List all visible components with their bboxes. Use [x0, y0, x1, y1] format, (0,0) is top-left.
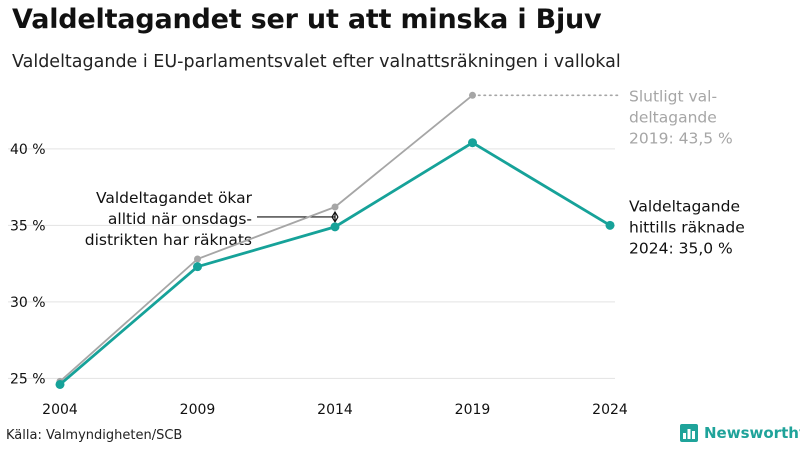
y-tick-label: 40 % [10, 142, 46, 158]
y-tick-label: 35 % [10, 218, 46, 234]
series-line-preliminary [59, 141, 611, 386]
y-tick-label: 30 % [10, 295, 46, 311]
annotation-text: Valdeltagandet ökar [96, 189, 253, 207]
final-series-label: 2019: 43,5 % [629, 129, 733, 147]
data-point-final [194, 255, 201, 263]
annotation-arrow-down [331, 216, 339, 224]
source-note: Källa: Valmyndigheten/SCB [6, 428, 183, 443]
series-line-final [59, 94, 474, 383]
x-tick-label: 2024 [592, 402, 628, 418]
final-series-label: deltagande [629, 108, 717, 126]
brand-logo: Newsworthy [680, 424, 800, 442]
annotation-text: alltid när onsdags- [108, 210, 252, 228]
brand-name: Newsworthy [704, 424, 800, 442]
x-tick-label: 2004 [42, 402, 78, 418]
data-point-preliminary [468, 138, 477, 148]
annotation-arrow-up [331, 210, 339, 218]
annotation-text: distrikten har räknats [85, 231, 252, 249]
chart-subtitle: Valdeltagande i EU-parlamentsvalet efter… [12, 52, 621, 72]
data-point-preliminary [55, 379, 65, 389]
data-point-preliminary [330, 222, 340, 232]
data-point-preliminary [193, 262, 202, 272]
data-point-final [469, 91, 476, 99]
x-tick-label: 2014 [317, 402, 353, 418]
data-point-final [331, 203, 339, 211]
x-tick-label: 2009 [180, 402, 216, 418]
y-tick-label: 25 % [10, 371, 46, 387]
x-tick-label: 2019 [455, 402, 491, 418]
final-series-label: Slutligt val- [629, 87, 717, 105]
preliminary-series-label: Valdeltagande [629, 197, 740, 215]
chart-title: Valdeltagandet ser ut att minska i Bjuv [12, 4, 602, 35]
preliminary-series-label: 2024: 35,0 % [629, 239, 733, 257]
preliminary-series-label: hittills räknade [629, 218, 745, 236]
data-point-preliminary [605, 220, 615, 230]
bar-chart-logo-icon [680, 424, 698, 442]
